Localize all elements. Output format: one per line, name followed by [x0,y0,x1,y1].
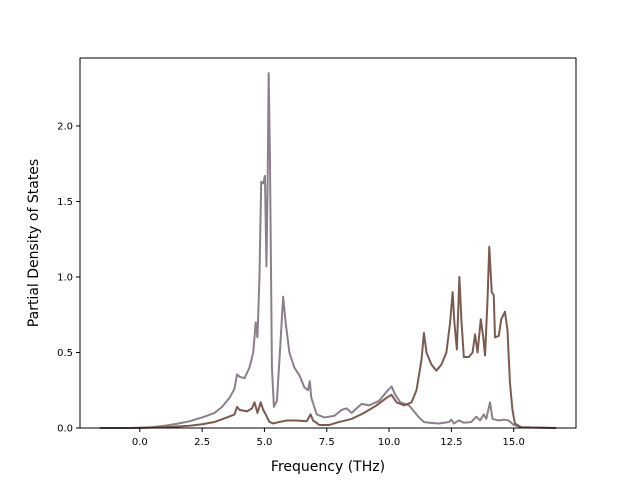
y-tick-label: 2.0 [57,121,73,132]
x-axis-title: Frequency (THz) [271,459,385,475]
y-axis-title: Partial Density of States [26,159,42,327]
y-tick-label: 1.5 [57,197,73,208]
x-tick-label: 15.0 [503,437,525,448]
x-tick-label: 10.0 [378,437,400,448]
plot-area [99,72,557,429]
y-tick-label: 1.0 [57,272,73,283]
series-line-1 [99,72,557,429]
x-tick-label: 0.0 [132,437,148,448]
y-tick-label: 0.5 [57,348,73,359]
x-tick-label: 12.5 [440,437,462,448]
axes-frame [79,57,577,429]
y-axis: 0.0 0.5 1.0 1.5 2.0 [57,121,80,435]
x-axis: 0.0 2.5 5.0 7.5 10.0 12.5 15.0 [132,428,525,448]
series-line-2 [99,245,557,429]
x-tick-label: 7.5 [319,437,335,448]
x-tick-label: 5.0 [256,437,272,448]
y-tick-label: 0.0 [57,424,73,435]
x-tick-label: 2.5 [194,437,210,448]
